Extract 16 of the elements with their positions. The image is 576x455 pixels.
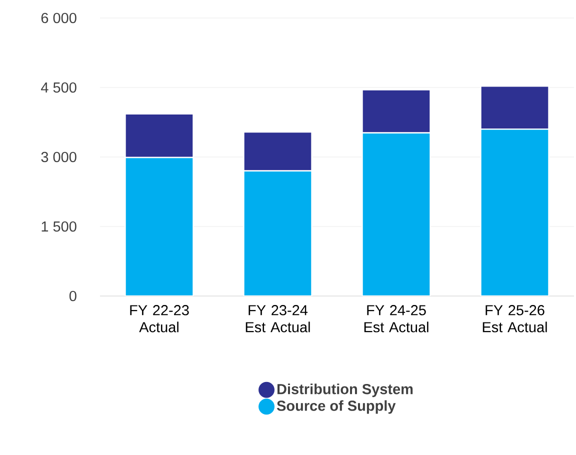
legend-label: Distribution System xyxy=(277,384,413,398)
x-tick-label: FY 25-26 Est Actual xyxy=(482,305,547,332)
x-tick-label: FY 23-24 Est Actual xyxy=(246,305,310,332)
bar xyxy=(243,131,312,172)
bar xyxy=(243,170,312,296)
x-tick-label: FY 22-23 Actual xyxy=(130,305,189,332)
y-tick-label: 6 000 xyxy=(41,12,76,24)
y-tick-label: 3 000 xyxy=(41,152,76,162)
legend-label: Source of Supply xyxy=(276,400,396,414)
bar xyxy=(362,132,431,296)
bar xyxy=(480,128,550,296)
y-tick-label: 1 500 xyxy=(42,221,76,232)
y-tick-label: 0 xyxy=(69,290,76,302)
y-tick-label: 4 500 xyxy=(41,82,76,93)
x-tick-label: FY 24-25 Est Actual xyxy=(364,305,428,332)
bar xyxy=(124,156,194,296)
